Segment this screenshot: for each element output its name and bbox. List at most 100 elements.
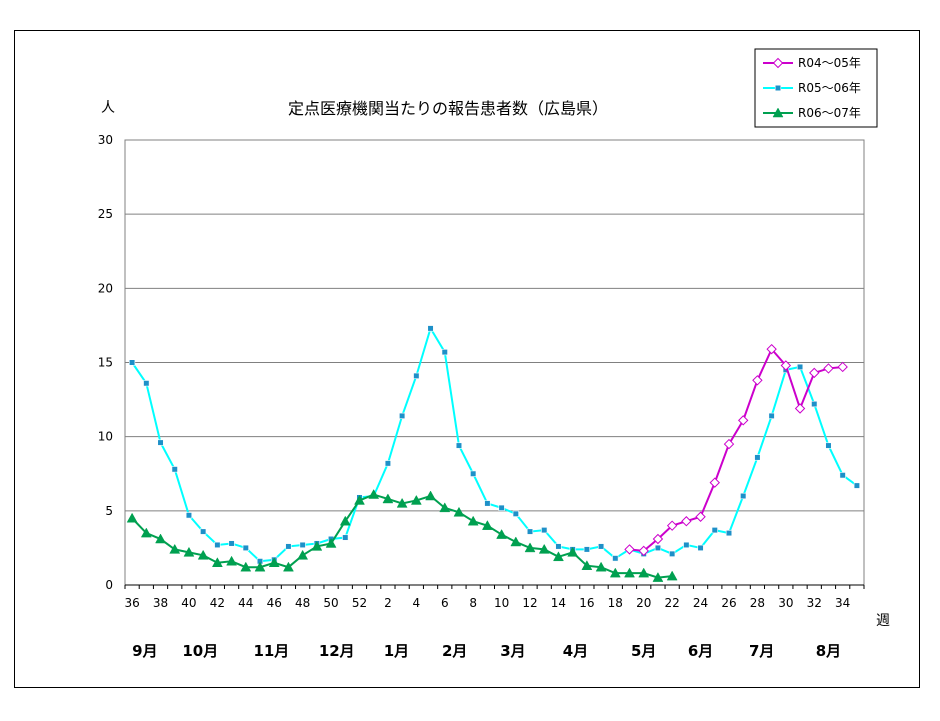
- month-label: 4月: [563, 642, 588, 660]
- series-3-point: [126, 512, 138, 523]
- series-2-point: [683, 541, 690, 549]
- series-2-point: [654, 544, 662, 552]
- series-2-point: [455, 442, 463, 449]
- x-tick-label: 10: [494, 596, 509, 610]
- series-3-point: [609, 567, 621, 578]
- series-3-point: [396, 497, 408, 508]
- series-2-point: [171, 466, 178, 473]
- series-2-point: [441, 349, 448, 356]
- x-tick-label: 38: [153, 596, 168, 610]
- series-1-point: [766, 343, 777, 355]
- y-tick-label: 10: [98, 430, 113, 444]
- series-3-point: [339, 515, 351, 526]
- series-3-point: [652, 572, 664, 582]
- series-3-point: [197, 549, 209, 560]
- x-tick-label: 8: [469, 596, 477, 610]
- series-1-point: [723, 438, 735, 450]
- series-3-point: [567, 546, 579, 557]
- y-tick-label: 0: [105, 578, 113, 592]
- y-tick-label: 5: [105, 504, 113, 518]
- series-3-point: [410, 494, 422, 505]
- series-2-point: [768, 412, 775, 420]
- series-2-point: [811, 400, 818, 408]
- legend-marker-1: [772, 57, 784, 69]
- x-tick-label: 50: [323, 596, 338, 610]
- series-1-point: [794, 403, 806, 414]
- chart-frame: [14, 30, 920, 688]
- series-3-point: [595, 561, 607, 572]
- series-3-point: [254, 561, 266, 572]
- month-label: 11月: [253, 642, 289, 660]
- series-2-point: [399, 412, 406, 420]
- month-label: 7月: [749, 642, 774, 660]
- series-3-point: [140, 527, 152, 538]
- series-2-point: [285, 543, 292, 550]
- series-3-point: [538, 543, 550, 554]
- series-2-point: [612, 555, 619, 562]
- series-3-point: [553, 551, 564, 562]
- x-tick-label: 6: [441, 596, 449, 610]
- x-tick-label: 46: [267, 596, 282, 610]
- series-3-point: [425, 490, 436, 501]
- series-2-point: [740, 492, 747, 500]
- x-tick-label: 34: [835, 596, 850, 610]
- x-tick-label: 24: [693, 596, 708, 610]
- series-3-point: [510, 536, 522, 547]
- series-2-point: [228, 540, 235, 547]
- series-2-line: [131, 325, 858, 563]
- series-3-point: [155, 533, 166, 544]
- series-2-point: [342, 534, 349, 541]
- series-3-point: [638, 567, 650, 578]
- series-2-point: [754, 454, 761, 461]
- series-1-point: [737, 415, 749, 426]
- series-3-point: [211, 557, 223, 567]
- series-1-point: [638, 545, 649, 557]
- month-label: 12月: [319, 642, 355, 660]
- month-label: 3月: [500, 642, 525, 660]
- series-3-point: [226, 555, 238, 566]
- legend-label-2: R05～06年: [798, 81, 861, 95]
- x-tick-label: 32: [807, 596, 822, 610]
- series-2-point: [825, 442, 832, 449]
- series-3-point: [439, 502, 451, 513]
- series-3-point: [581, 560, 593, 570]
- y-tick-label: 20: [98, 281, 113, 295]
- series-2-point: [214, 541, 221, 549]
- legend-marker-2: [774, 84, 782, 92]
- x-tick-label: 44: [238, 596, 253, 610]
- series-3-point: [453, 506, 465, 517]
- x-tick-label: 18: [608, 596, 623, 610]
- series-1-point: [695, 511, 706, 522]
- x-tick-label: 16: [579, 596, 594, 610]
- series-3-point: [183, 546, 195, 557]
- y-axis-label: 人: [101, 100, 115, 116]
- series-2-point: [583, 546, 590, 553]
- series-2-point: [299, 541, 306, 549]
- series-2-point: [498, 504, 505, 511]
- series-3-point: [382, 493, 394, 504]
- x-tick-label: 40: [181, 596, 196, 610]
- x-tick-label: 26: [721, 596, 736, 610]
- chart-title: 定点医療機関当たりの報告患者数（広島県）: [288, 99, 608, 118]
- series-3-point: [268, 557, 280, 567]
- series-3-point: [325, 537, 337, 548]
- x-tick-label: 28: [750, 596, 765, 610]
- series-2-point: [541, 527, 548, 534]
- series-2-point: [853, 482, 860, 489]
- y-tick-label: 25: [98, 207, 113, 221]
- month-label: 5月: [631, 642, 656, 660]
- series-2-point: [725, 529, 733, 537]
- series-2-point: [185, 512, 193, 519]
- series-3-point: [481, 520, 493, 530]
- y-tick-label: 30: [98, 133, 113, 147]
- series-1-point: [780, 360, 792, 371]
- series-3-point: [283, 561, 294, 572]
- x-tick-label: 22: [665, 596, 680, 610]
- legend-marker-3: [772, 107, 784, 118]
- series-2-point: [697, 544, 704, 552]
- series-1-point: [837, 361, 848, 373]
- series-3-point: [311, 540, 323, 551]
- series-3-point: [496, 529, 508, 539]
- legend-label-3: R06～07年: [798, 106, 861, 120]
